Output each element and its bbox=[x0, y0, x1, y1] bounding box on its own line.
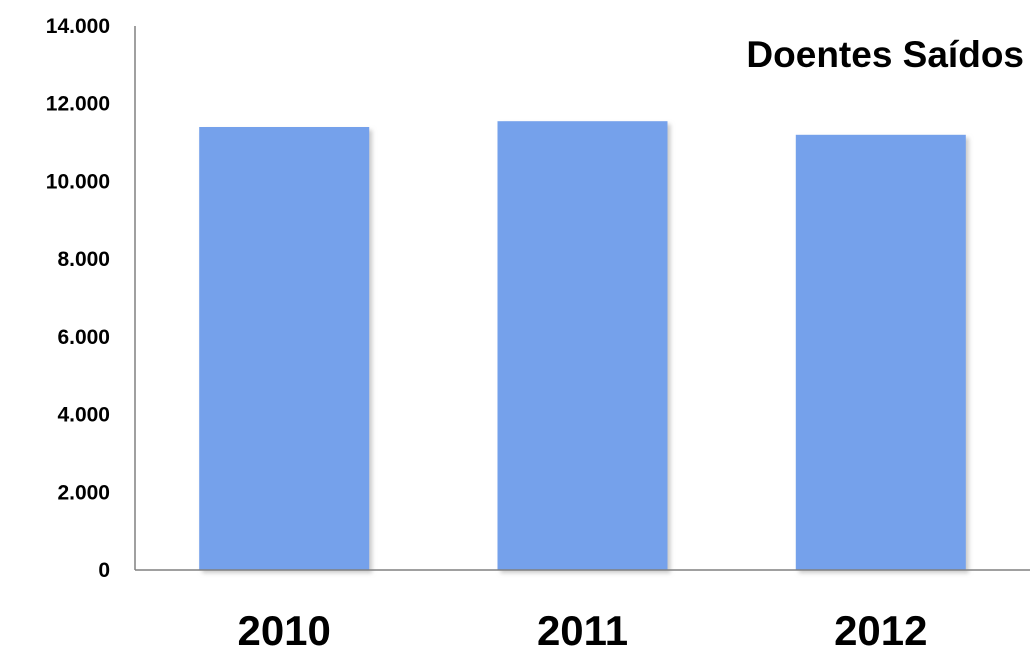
chart-title: Doentes Saídos bbox=[746, 34, 1024, 75]
bars-group bbox=[199, 121, 966, 571]
y-tick-label: 4.000 bbox=[57, 404, 110, 427]
y-tick-label: 8.000 bbox=[57, 248, 110, 271]
y-tick-labels: 0 2.000 4.000 6.000 8.000 10.000 12.000 14.000 bbox=[46, 15, 110, 582]
y-tick-label: 0 bbox=[98, 559, 110, 582]
y-tick-label: 2.000 bbox=[57, 481, 110, 504]
bar-2010 bbox=[199, 127, 370, 570]
bar-2012 bbox=[795, 134, 966, 571]
x-tick-label: 2011 bbox=[537, 607, 628, 648]
y-tick-label: 6.000 bbox=[57, 326, 110, 349]
bar-2011 bbox=[497, 121, 668, 570]
x-tick-label: 2012 bbox=[834, 607, 927, 648]
x-tick-label: 2010 bbox=[237, 607, 330, 648]
y-tick-label: 10.000 bbox=[46, 170, 110, 193]
y-tick-label: 14.000 bbox=[46, 15, 110, 38]
y-tick-label: 12.000 bbox=[46, 93, 110, 116]
x-tick-labels: 2010 2011 2012 bbox=[237, 607, 927, 648]
